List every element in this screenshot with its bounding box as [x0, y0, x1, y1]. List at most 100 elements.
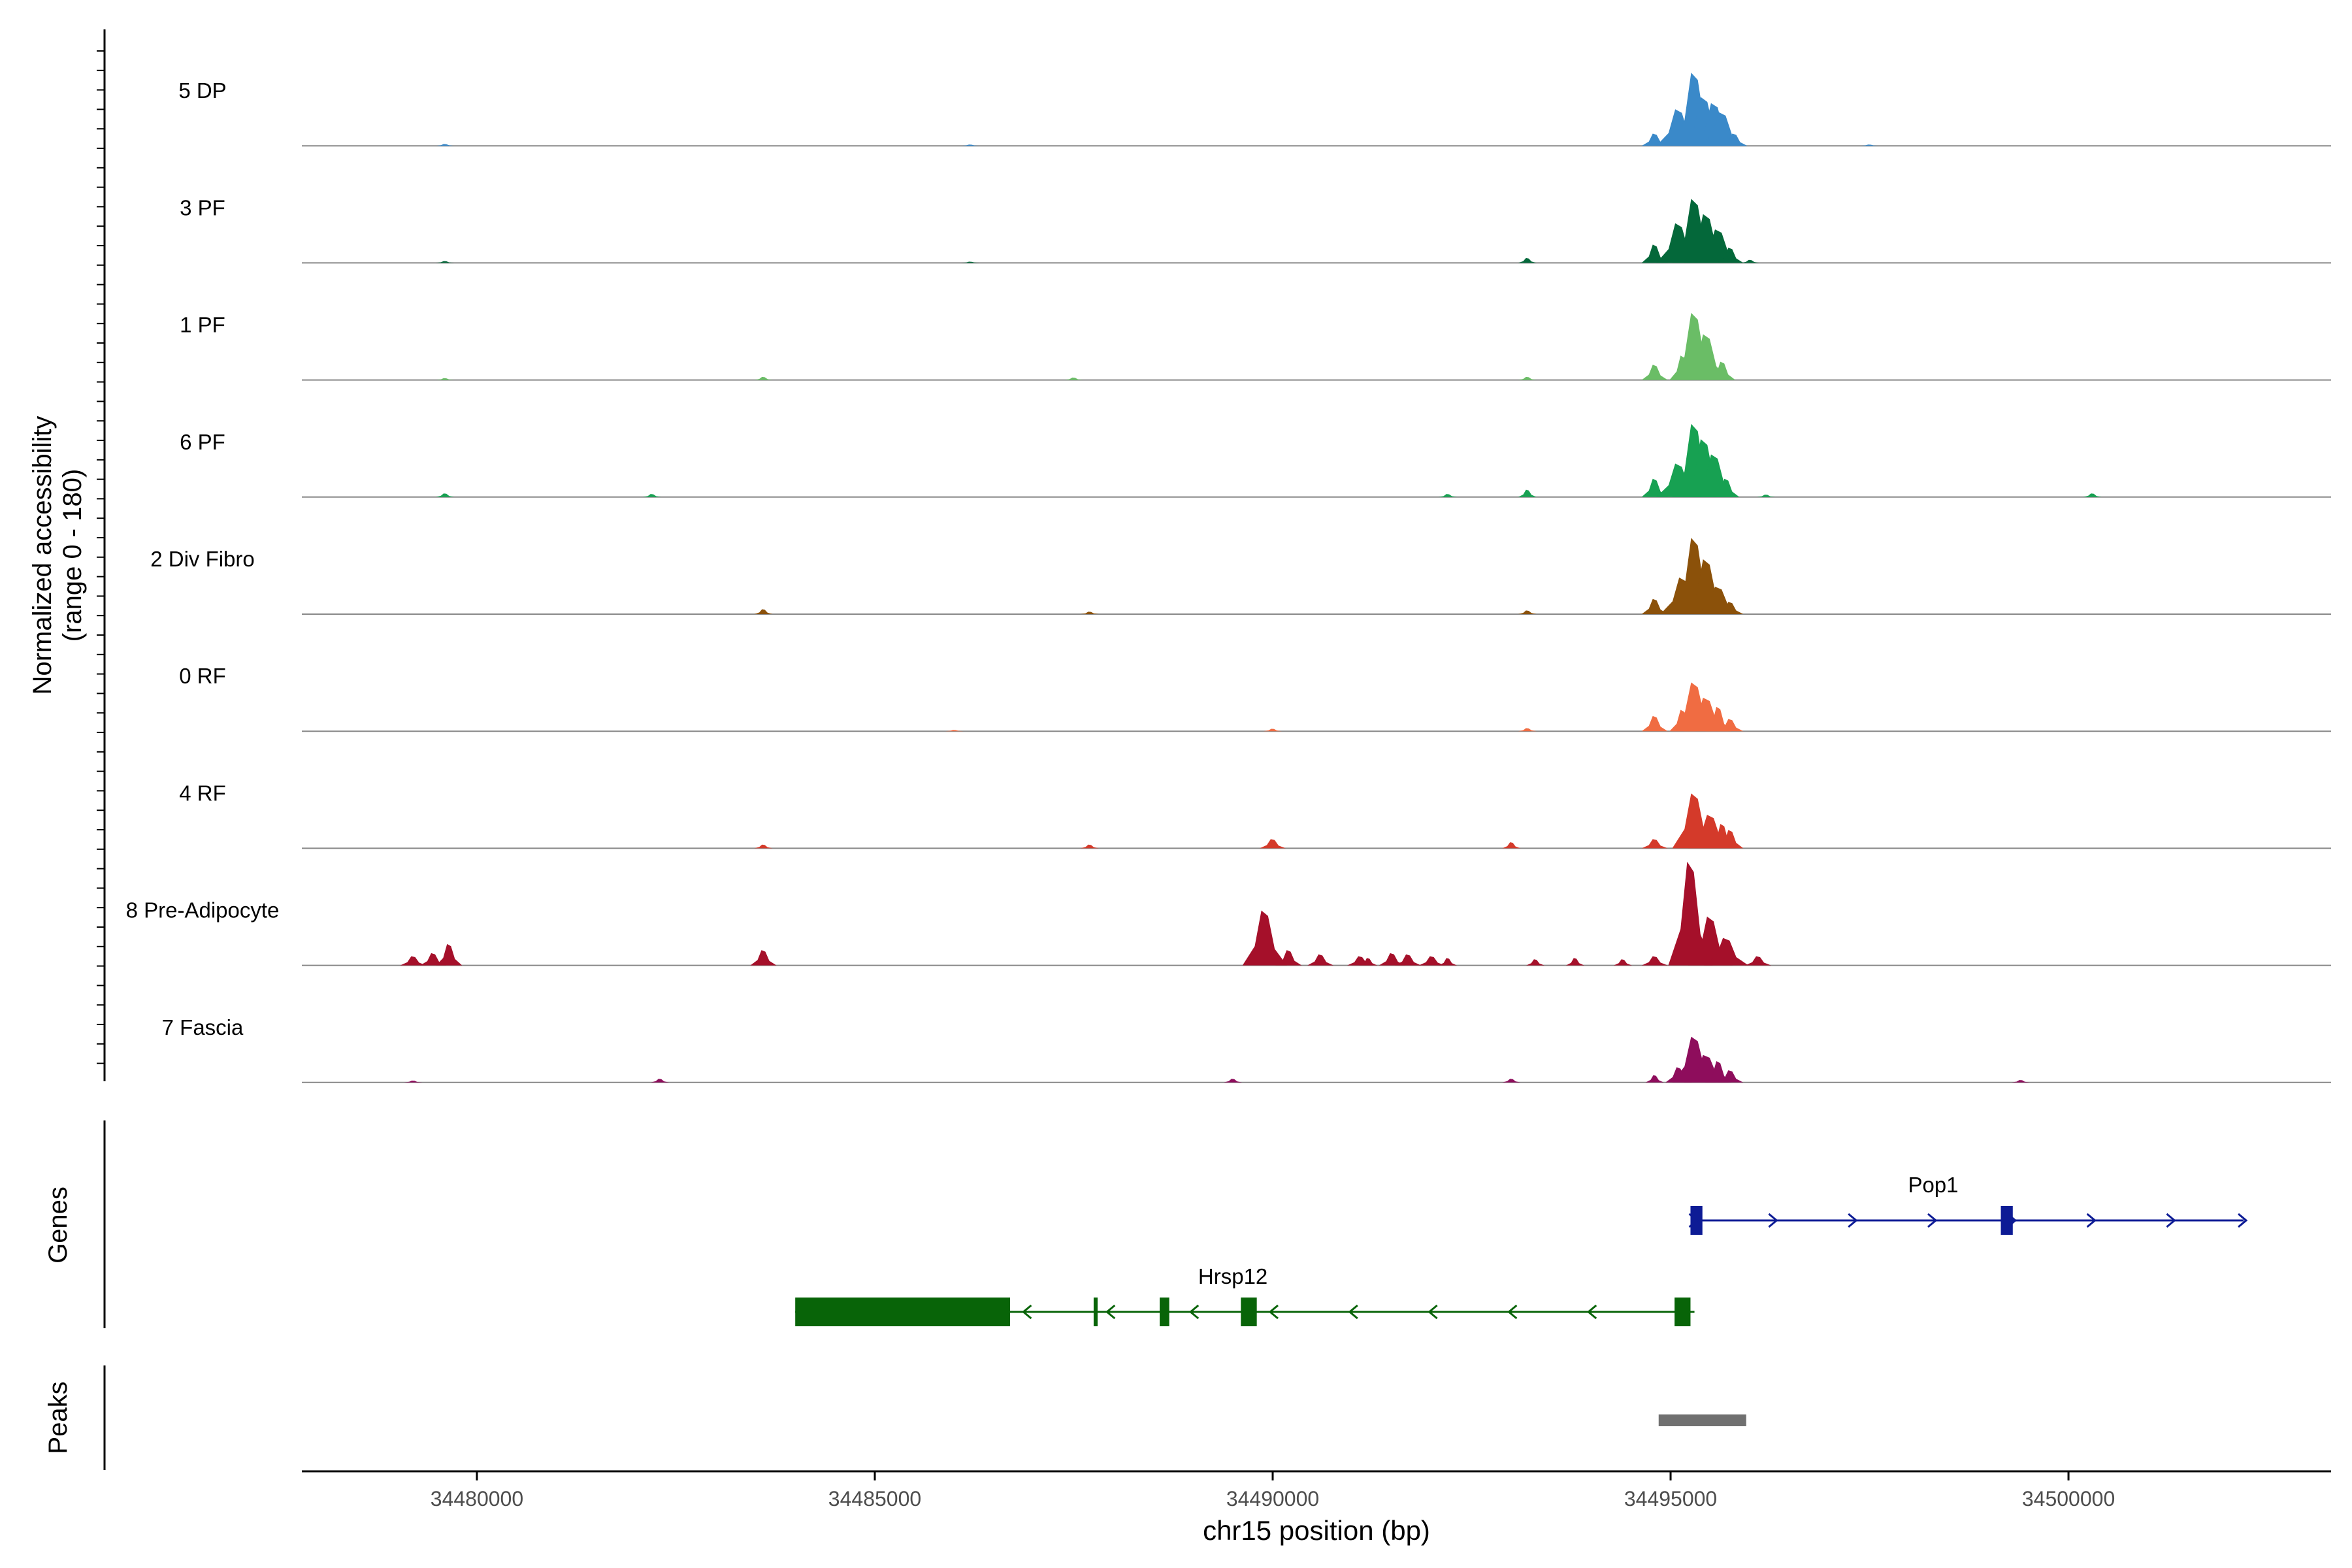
coverage-peak — [1502, 1079, 1521, 1083]
track-label: 3 PF — [180, 195, 225, 220]
coverage-peak — [1080, 844, 1099, 849]
coverage-peak — [754, 844, 773, 849]
x-tick-label: 34485000 — [828, 1487, 921, 1511]
coverage-peak — [436, 378, 455, 380]
coverage-peak — [1704, 938, 1749, 966]
coverage-peak — [961, 144, 980, 146]
coverage-peak — [1740, 259, 1759, 263]
gene-label: Hrsp12 — [1198, 1264, 1267, 1288]
x-axis-label: chr15 position (bp) — [1203, 1515, 1430, 1546]
track-3-pf: 3 PF — [180, 195, 2331, 264]
y-axis-label-line1: Normalized accessibility — [28, 416, 57, 695]
coverage-peak — [1526, 959, 1544, 966]
coverage-peak — [1641, 715, 1668, 732]
coverage-peak — [1418, 956, 1445, 966]
coverage-peak — [404, 1081, 423, 1083]
coverage-tracks: 5 DP 3 PF 1 PF 6 PF 2 Div Fibro 0 RF 4 RF 8 Pre… — [126, 73, 2331, 1083]
coverage-peak — [961, 261, 980, 263]
strand-arrow — [1022, 1304, 1032, 1320]
coverage-peak — [1641, 598, 1668, 614]
x-tick-label: 34480000 — [431, 1487, 523, 1511]
track-6-pf: 6 PF — [180, 423, 2331, 498]
strand-arrow — [2086, 1213, 2097, 1228]
coverage-peak — [1757, 495, 1776, 497]
coverage-peak — [2083, 493, 2102, 497]
strand-arrow — [2238, 1213, 2248, 1228]
coverage-peak — [1439, 494, 1457, 497]
strand-arrow — [1348, 1304, 1358, 1320]
coverage-peak — [1668, 861, 1713, 966]
coverage-peak — [1518, 257, 1537, 263]
track-label: 1 PF — [180, 313, 225, 337]
strand-arrow — [1188, 1304, 1200, 1320]
coverage-peak — [1745, 956, 1771, 966]
track-7-fascia: 7 Fascia — [162, 1015, 2331, 1083]
gene-exon — [795, 1298, 1011, 1326]
coverage-peak — [1717, 830, 1744, 849]
strand-arrow — [1927, 1213, 1938, 1228]
strand-arrow — [1768, 1213, 1778, 1228]
coverage-peak — [436, 943, 463, 966]
coverage-peak — [1518, 489, 1537, 497]
track-label: 8 Pre-Adipocyte — [126, 898, 280, 923]
coverage-peak — [1709, 361, 1736, 380]
coverage-peak — [1518, 376, 1537, 380]
coverage-peak — [1684, 334, 1729, 380]
strand-arrow — [1688, 1213, 1699, 1228]
coverage-peak — [1275, 950, 1302, 966]
coverage-peak — [436, 493, 455, 497]
gene-exon — [1674, 1298, 1691, 1326]
x-axis: 34480000 34485000 34490000 34495000 34500000 — [431, 1471, 2115, 1511]
coverage-peak — [1717, 602, 1744, 614]
coverage-peak — [1860, 144, 1879, 146]
strand-arrow — [2006, 1213, 2017, 1228]
track-label: 0 RF — [179, 664, 226, 688]
track-4-rf: 4 RF — [179, 781, 2331, 849]
coverage-peak — [1641, 956, 1668, 966]
coverage-peak — [1080, 612, 1099, 614]
coverage-peak — [1359, 958, 1378, 966]
x-tick-label: 34490000 — [1226, 1487, 1319, 1511]
coverage-peak — [754, 609, 773, 614]
coverage-peak — [1242, 910, 1287, 966]
coverage-peak — [1439, 958, 1457, 966]
strand-arrow — [2166, 1213, 2176, 1228]
gene-hrsp12: Hrsp12 — [795, 1264, 1695, 1326]
coverage-peak — [1307, 954, 1334, 966]
coverage-peak — [754, 376, 773, 380]
y-axis-label-line2: (range 0 - 180) — [58, 469, 87, 642]
strand-arrow — [1268, 1304, 1279, 1320]
coverage-peak — [1717, 719, 1744, 732]
track-1-pf: 1 PF — [180, 313, 2331, 381]
track-2-div-fibro: 2 Div Fibro — [150, 538, 2331, 615]
strand-arrow — [1105, 1304, 1116, 1320]
track-5-dp: 5 DP — [178, 73, 2331, 147]
coverage-peak — [945, 730, 964, 732]
coverage-peak — [651, 1079, 670, 1083]
coverage-peak — [1641, 839, 1668, 849]
gene-pop1: Pop1 — [1688, 1173, 2248, 1235]
coverage-peak — [1713, 478, 1740, 497]
coverage-peak — [436, 144, 455, 146]
strand-arrow — [1507, 1304, 1518, 1320]
coverage-peak — [1064, 377, 1083, 380]
coverage-peak — [1645, 1075, 1664, 1083]
gene-track: Pop1 Hrsp12 — [795, 1173, 2248, 1326]
peak-region — [1658, 1414, 1746, 1426]
coverage-peak — [1260, 839, 1286, 849]
coverage-peak — [1379, 953, 1405, 966]
track-label: 4 RF — [179, 781, 226, 805]
coverage-peak — [1705, 706, 1732, 732]
coverage-peak — [1395, 954, 1422, 966]
coverage-peak — [1721, 133, 1748, 146]
x-tick-label: 34495000 — [1624, 1487, 1717, 1511]
coverage-peak — [1641, 365, 1668, 380]
track-label: 2 Div Fibro — [150, 547, 255, 571]
coverage-peak — [400, 956, 427, 966]
coverage-peak — [1613, 959, 1632, 966]
coverage-peak — [2012, 1080, 2030, 1083]
peaks-axis-label: Peaks — [44, 1381, 73, 1454]
gene-exon — [2001, 1206, 2013, 1235]
gene-exon — [1241, 1298, 1257, 1326]
